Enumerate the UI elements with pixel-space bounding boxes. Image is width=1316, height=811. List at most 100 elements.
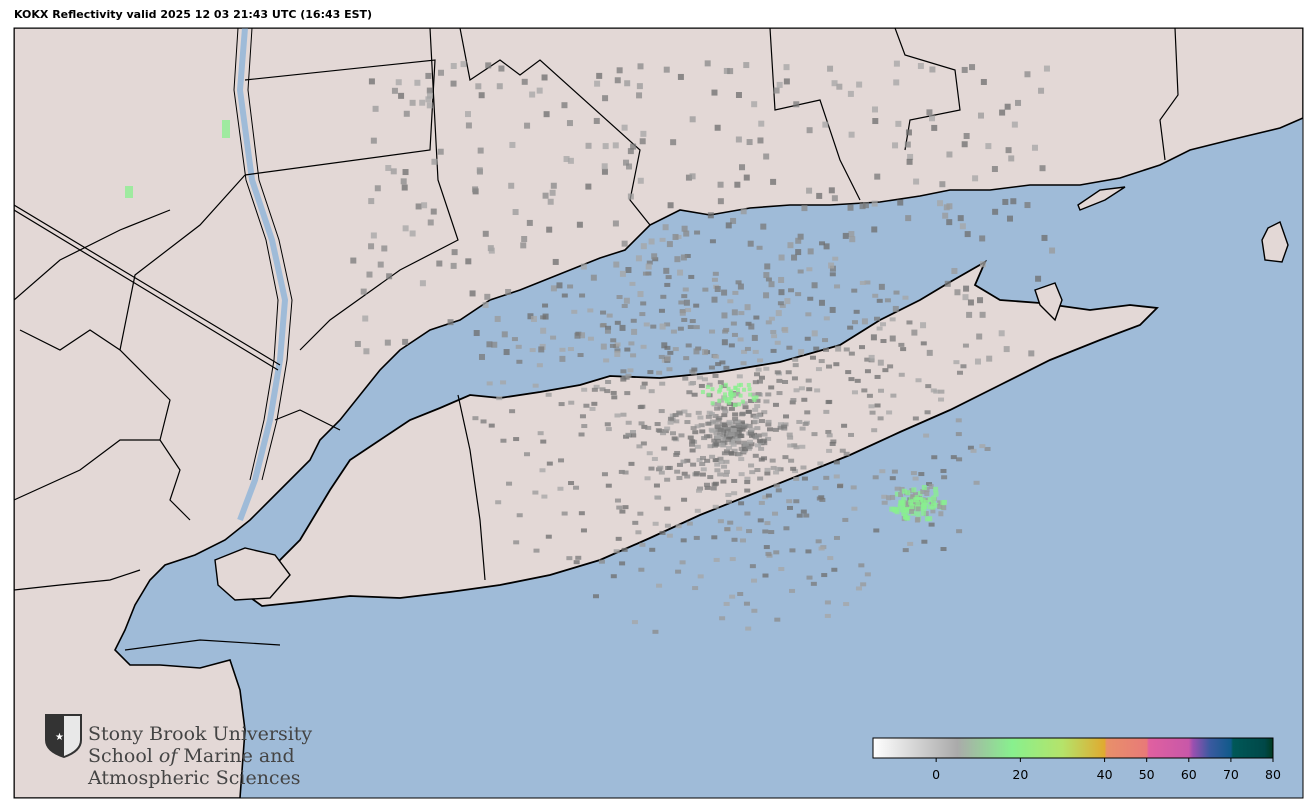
radar-echo [809, 355, 816, 360]
radar-echo [626, 163, 633, 170]
radar-echo [721, 429, 728, 434]
radar-echo [679, 560, 686, 565]
radar-echo [793, 101, 800, 108]
radar-echo [637, 291, 644, 298]
radar-echo [732, 403, 737, 408]
radar-echo [853, 309, 860, 314]
radar-echo [708, 427, 715, 432]
radar-echo [637, 511, 644, 516]
radar-echo [509, 409, 516, 414]
radar-echo [398, 92, 405, 99]
radar-echo [777, 301, 784, 306]
radar-echo [602, 95, 609, 102]
radar-echo [939, 181, 946, 188]
radar-echo [732, 412, 739, 417]
radar-echo [592, 594, 599, 599]
radar-echo [848, 377, 855, 382]
radar-echo [1043, 65, 1050, 72]
radar-echo [370, 232, 377, 239]
radar-echo [677, 269, 684, 276]
radar-echo [843, 451, 850, 456]
radar-echo [681, 225, 688, 232]
political-borders [14, 28, 1179, 651]
colorbar-tick-label: 70 [1223, 767, 1239, 782]
radar-echo [377, 261, 384, 268]
radar-echo [738, 382, 743, 387]
radar-echo [664, 282, 671, 287]
radar-echo [498, 65, 505, 72]
radar-echo [871, 428, 878, 433]
radar-echo [748, 427, 755, 432]
radar-echo [1035, 275, 1042, 282]
radar-echo [776, 378, 783, 383]
radar-echo [926, 109, 933, 116]
radar-echo [706, 392, 711, 397]
radar-echo [646, 260, 653, 265]
radar-echo [484, 293, 491, 300]
radar-echo [631, 620, 638, 625]
radar-echo [747, 240, 754, 247]
radar-echo [894, 491, 900, 497]
radar-echo [1039, 165, 1046, 172]
radar-echo [931, 500, 937, 506]
radar-echo [810, 581, 817, 586]
radar-echo [401, 184, 408, 191]
radar-echo [542, 192, 549, 199]
radar-echo [859, 203, 866, 210]
radar-echo [656, 370, 663, 375]
radar-echo [602, 143, 609, 150]
radar-echo [732, 416, 739, 421]
radar-echo [762, 495, 769, 500]
radar-echo [764, 521, 771, 526]
radar-echo [904, 500, 910, 506]
radar-echo [744, 511, 751, 516]
radar-echo [717, 380, 724, 385]
radar-echo [827, 65, 834, 72]
radar-echo [414, 79, 421, 86]
radar-echo [719, 360, 726, 365]
radar-echo [930, 508, 936, 514]
radar-echo [581, 424, 588, 429]
radar-echo [920, 489, 926, 495]
radar-echo [469, 290, 476, 297]
radar-echo [804, 336, 811, 341]
radar-echo [795, 249, 802, 256]
radar-echo [532, 490, 539, 495]
radar-echo [923, 433, 930, 438]
radar-echo [815, 539, 822, 544]
radar-echo [501, 331, 508, 338]
radar-echo [645, 425, 652, 430]
radar-echo [567, 157, 574, 164]
radar-echo [686, 390, 693, 395]
radar-echo [937, 504, 943, 510]
radar-echo [524, 122, 531, 129]
radar-echo [822, 121, 829, 128]
radar-echo [854, 378, 861, 383]
radar-echo [354, 340, 361, 347]
radar-echo [864, 369, 871, 374]
radar-echo [800, 465, 807, 470]
radar-echo [837, 484, 844, 489]
radar-echo [654, 495, 661, 500]
radar-echo [964, 231, 971, 238]
radar-echo [745, 626, 752, 631]
radar-echo [583, 403, 590, 408]
radar-echo [1049, 247, 1056, 254]
radar-echo [625, 373, 632, 378]
radar-echo [630, 143, 637, 150]
radar-echo [790, 398, 797, 403]
radar-echo [792, 357, 799, 362]
radar-echo [543, 111, 550, 118]
radar-echo [872, 475, 879, 480]
colorbar-tick-label: 80 [1265, 767, 1281, 782]
radar-echo [450, 62, 457, 69]
radar-echo [715, 417, 722, 422]
radar-echo [577, 353, 584, 358]
radar-echo [1024, 202, 1031, 209]
radar-echo [901, 510, 907, 516]
radar-echo [748, 399, 755, 404]
radar-echo [627, 193, 634, 200]
radar-echo [737, 337, 744, 342]
radar-echo [1038, 87, 1045, 94]
radar-echo [736, 374, 743, 379]
